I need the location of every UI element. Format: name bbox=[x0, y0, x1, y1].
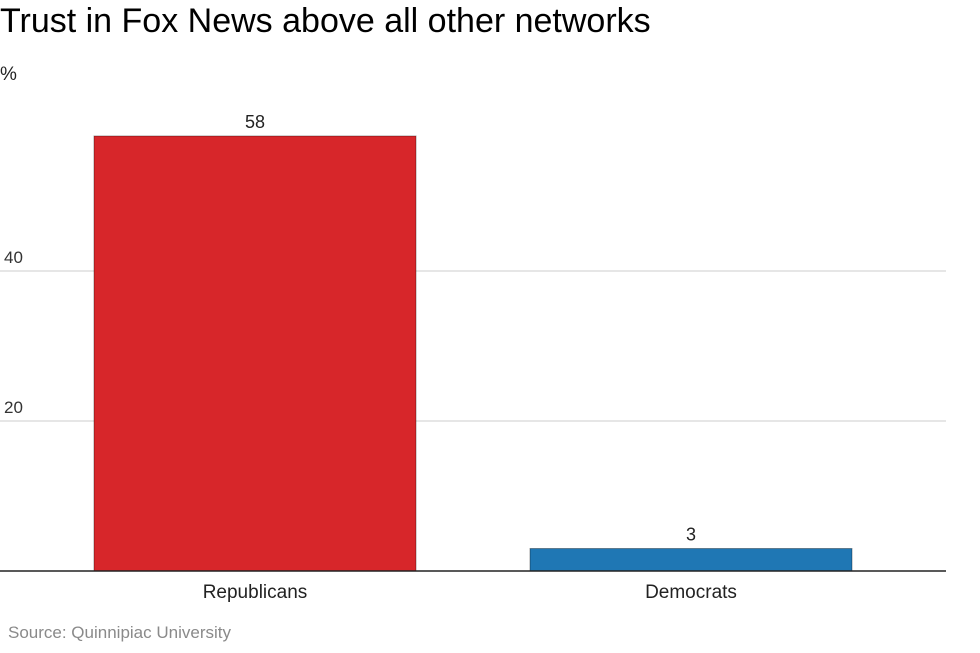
bar-democrats bbox=[529, 548, 853, 572]
category-label-republicans: Republicans bbox=[203, 582, 308, 603]
category-label-democrats: Democrats bbox=[645, 582, 737, 603]
chart-title: Trust in Fox News above all other networ… bbox=[0, 2, 651, 40]
bar-republicans bbox=[93, 135, 417, 572]
bars bbox=[93, 135, 853, 572]
data-label-republicans: 58 bbox=[245, 112, 265, 132]
data-label-democrats: 3 bbox=[686, 525, 696, 545]
y-tick-label-20: 20 bbox=[4, 398, 23, 417]
source-note: Source: Quinnipiac University bbox=[8, 623, 231, 642]
y-axis-unit-label: % bbox=[0, 64, 17, 85]
labels: 20 40 58 Republicans 3 Democrats bbox=[4, 112, 737, 603]
y-tick-label-40: 40 bbox=[4, 248, 23, 267]
